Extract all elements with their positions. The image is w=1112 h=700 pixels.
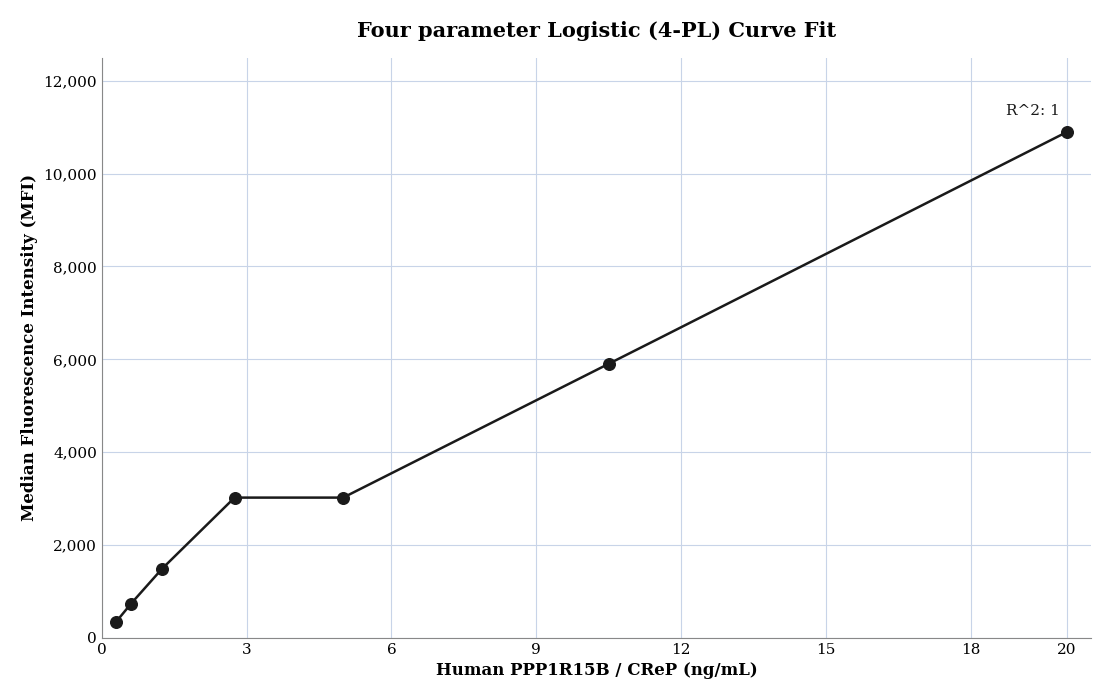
Point — [122, 598, 140, 610]
Title: Four parameter Logistic (4-PL) Curve Fit: Four parameter Logistic (4-PL) Curve Fit — [357, 21, 836, 41]
Point — [335, 492, 353, 503]
Point — [599, 358, 617, 370]
X-axis label: Human PPP1R15B / CReP (ng/mL): Human PPP1R15B / CReP (ng/mL) — [436, 662, 757, 679]
Point — [226, 492, 244, 503]
Text: R^2: 1: R^2: 1 — [1006, 104, 1060, 118]
Point — [1059, 126, 1076, 137]
Y-axis label: Median Fluorescence Intensity (MFI): Median Fluorescence Intensity (MFI) — [21, 174, 38, 522]
Point — [153, 563, 171, 574]
Point — [108, 616, 126, 627]
